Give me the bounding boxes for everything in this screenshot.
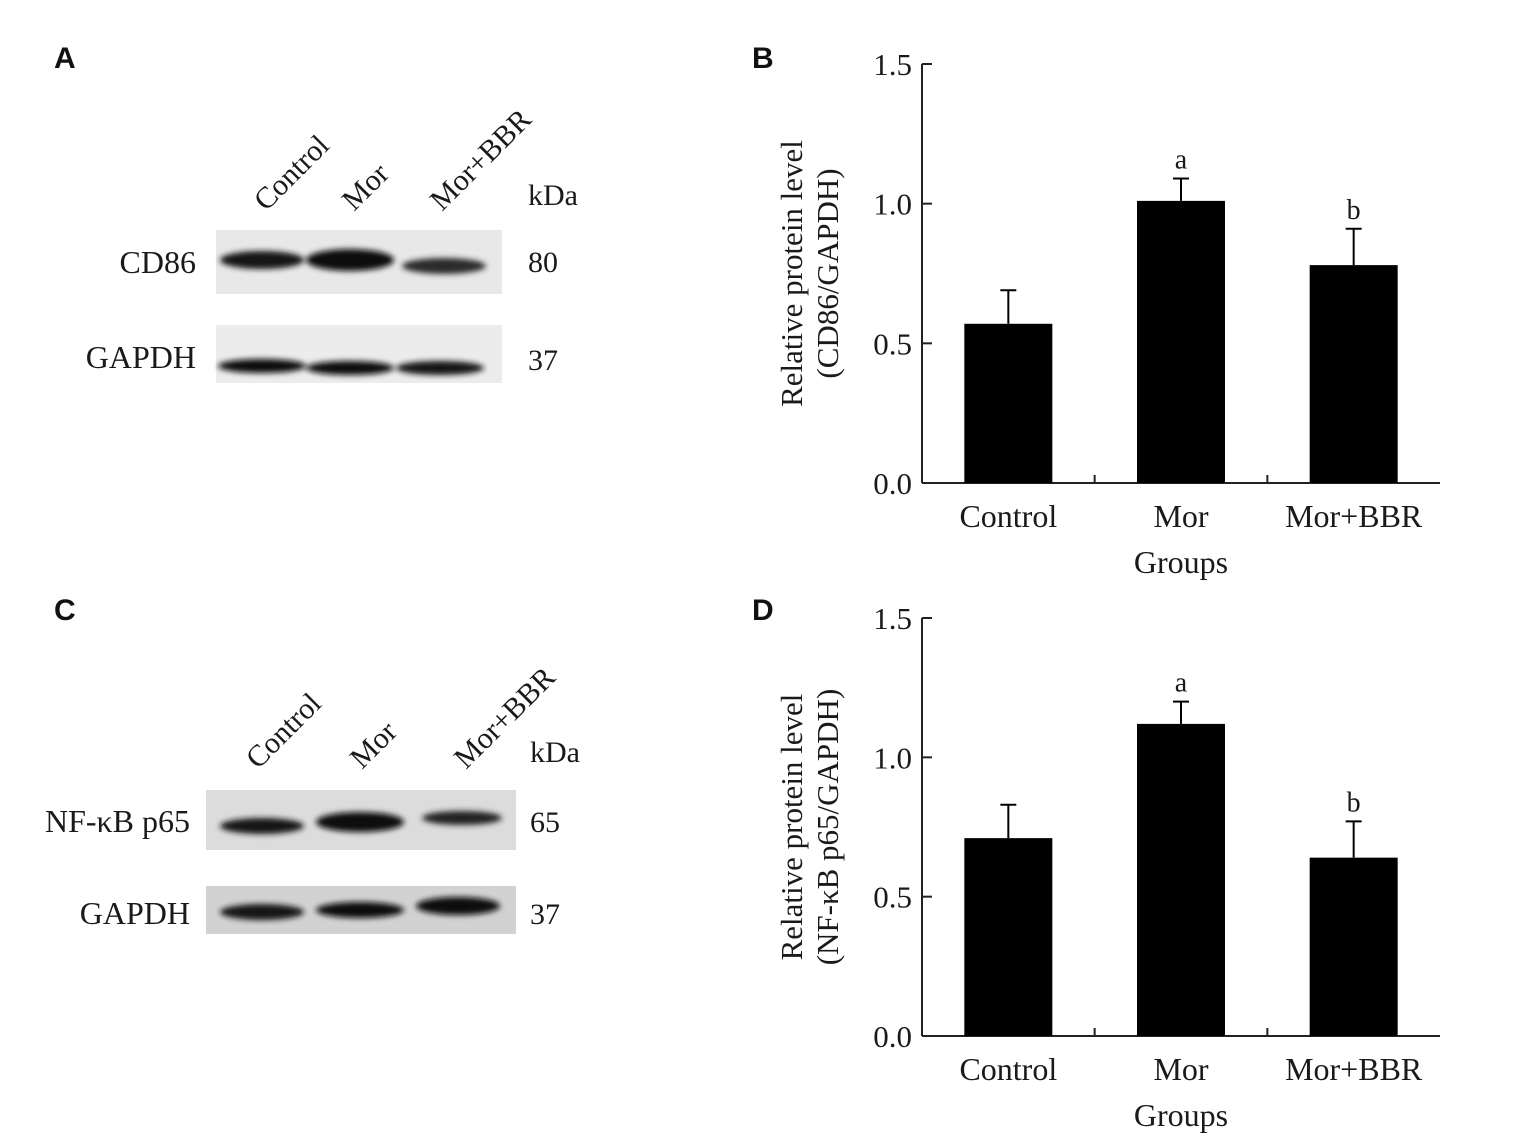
significance-label: a [1175,668,1188,699]
panel-label-a: A [54,42,76,75]
blot-c-row-label: NF-κB p65 [45,803,190,839]
y-axis-label-line: (NF-κB p65/GAPDH) [810,689,845,966]
blot-c-band [422,811,502,825]
blot-a-unit: kDa [528,179,578,212]
blot-c-band [416,897,500,915]
y-tick-label: 0.0 [873,466,912,501]
y-axis-label-line: Relative protein level [774,694,809,961]
x-tick-label: Mor+BBR [1285,498,1423,534]
bar-mor-bbr [1309,857,1398,1036]
y-tick-label: 1.5 [873,601,912,636]
blot-a-band [396,361,484,375]
blot-a-kda-value: 80 [528,246,558,279]
blot-c-band [316,812,404,832]
blot-c-row-label: GAPDH [80,895,190,931]
x-axis-label: Groups [1134,1097,1228,1133]
y-tick-label: 0.0 [873,1019,912,1054]
bar-mor [1137,723,1225,1036]
bar-control [964,323,1053,483]
y-tick-label: 1.5 [873,47,912,82]
blot-c-band [316,902,404,918]
bar-control [964,838,1053,1036]
x-axis-label: Groups [1134,544,1228,580]
y-tick-label: 0.5 [873,880,912,915]
western-blot-a: Control Mor Mor+BBR kDa CD86 GAPDH 80 37 [86,103,578,383]
y-axis-label: Relative protein level (NF-κB p65/GAPDH) [774,689,845,966]
bar-mor [1137,200,1225,483]
blot-a-band [218,359,306,373]
blot-c-kda-value: 37 [530,898,560,931]
panel-label-b: B [752,42,774,75]
panel-label-c: C [54,594,76,627]
y-tick-label: 1.0 [873,740,912,775]
blot-c-unit: kDa [530,736,580,769]
bar-mor-bbr [1309,265,1398,483]
y-axis-label-line: Relative protein level [774,140,809,407]
blot-a-band [306,249,394,271]
blot-a-row-label: CD86 [120,244,196,280]
x-tick-label: Control [959,1051,1057,1087]
blot-a-band [402,258,486,274]
significance-label: b [1347,195,1361,226]
x-tick-label: Mor+BBR [1285,1051,1423,1087]
significance-label: b [1347,787,1361,818]
y-axis-label: Relative protein level (CD86/GAPDH) [774,140,845,407]
x-tick-label: Control [959,498,1057,534]
x-tick-label: Mor [1153,1051,1208,1087]
y-tick-label: 1.0 [873,187,912,222]
western-blot-c: Control Mor Mor+BBR kDa NF-κB p65 GAPDH … [45,661,580,934]
blot-a-band [306,361,394,375]
blot-a-kda-value: 37 [528,344,558,377]
blot-a-band [220,251,304,269]
y-axis-label-line: (CD86/GAPDH) [810,168,845,378]
blot-c-band [220,904,304,920]
panel-label-d: D [752,594,774,627]
blot-c-band [220,818,304,834]
blot-a-row-label: GAPDH [86,339,196,375]
significance-label: a [1175,145,1188,176]
y-tick-label: 0.5 [873,326,912,361]
blot-c-kda-value: 65 [530,806,560,839]
x-tick-label: Mor [1153,498,1208,534]
